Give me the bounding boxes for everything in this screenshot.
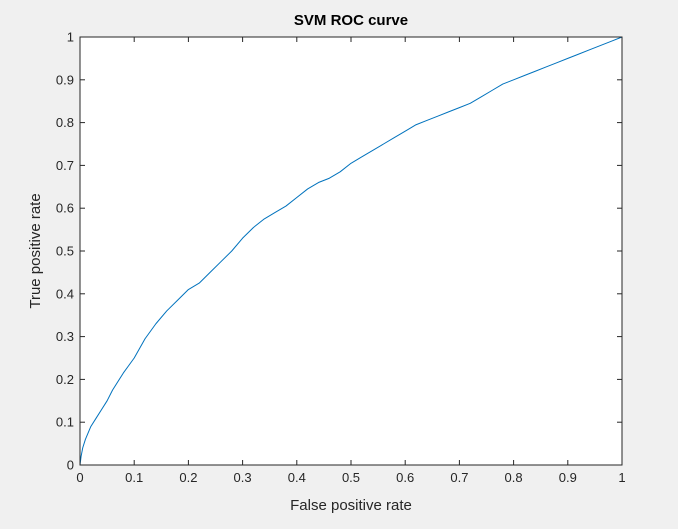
roc-series-line — [79, 36, 623, 466]
y-tick-label: 0.3 — [56, 329, 74, 344]
y-tick-label: 0 — [67, 458, 74, 473]
chart-title: SVM ROC curve — [294, 12, 408, 29]
y-axis-label: True positive rate — [27, 193, 44, 308]
series-layer — [79, 36, 623, 466]
y-tick-label: 1 — [67, 30, 74, 45]
x-tick-label: 0.6 — [396, 470, 414, 485]
x-tick-label: 0.5 — [342, 470, 360, 485]
tick-group: 0 0.1 0.2 0.3 0.4 0.5 0.6 0.7 0.8 0.9 1 0 0.1 0.2 0.3 0… — [56, 30, 626, 486]
y-tick-label: 0.1 — [56, 415, 74, 430]
x-tick-label: 0.1 — [125, 470, 143, 485]
y-tick-label: 0.2 — [56, 372, 74, 387]
x-axis-label: False positive rate — [290, 497, 412, 514]
x-tick-label: 0.9 — [559, 470, 577, 485]
y-tick-label: 0.8 — [56, 115, 74, 130]
x-tick-label: 0 — [76, 470, 83, 485]
x-tick-label: 1 — [618, 470, 625, 485]
y-tick-label: 0.4 — [56, 286, 74, 301]
plot-area — [80, 37, 622, 465]
y-tick-label: 0.5 — [56, 244, 74, 259]
x-tick-label: 0.7 — [450, 470, 468, 485]
x-tick-label: 0.3 — [234, 470, 252, 485]
y-tick-label: 0.6 — [56, 201, 74, 216]
x-tick-label: 0.8 — [505, 470, 523, 485]
x-tick-label: 0.2 — [179, 470, 197, 485]
x-tick-label: 0.4 — [288, 470, 306, 485]
y-tick-label: 0.9 — [56, 72, 74, 87]
y-tick-label: 0.7 — [56, 158, 74, 173]
plot-frame — [79, 36, 623, 466]
